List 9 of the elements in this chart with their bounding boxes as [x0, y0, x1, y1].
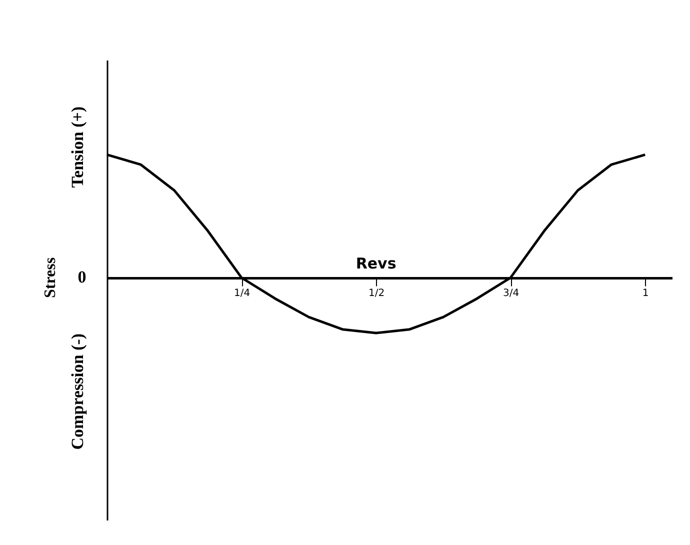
x-tick-label: 3/4 — [503, 288, 520, 300]
text: Compression (-) — [68, 333, 87, 450]
text: Tension (+) — [68, 106, 87, 188]
x-axis-title: Revs — [356, 254, 396, 273]
text: 0 — [78, 268, 86, 287]
x-tick-label: 1 — [642, 288, 649, 300]
x-tick-label: 1/4 — [234, 288, 250, 300]
x-tick-label: 1/2 — [368, 288, 385, 300]
y-axis-title: Stress — [42, 257, 59, 298]
